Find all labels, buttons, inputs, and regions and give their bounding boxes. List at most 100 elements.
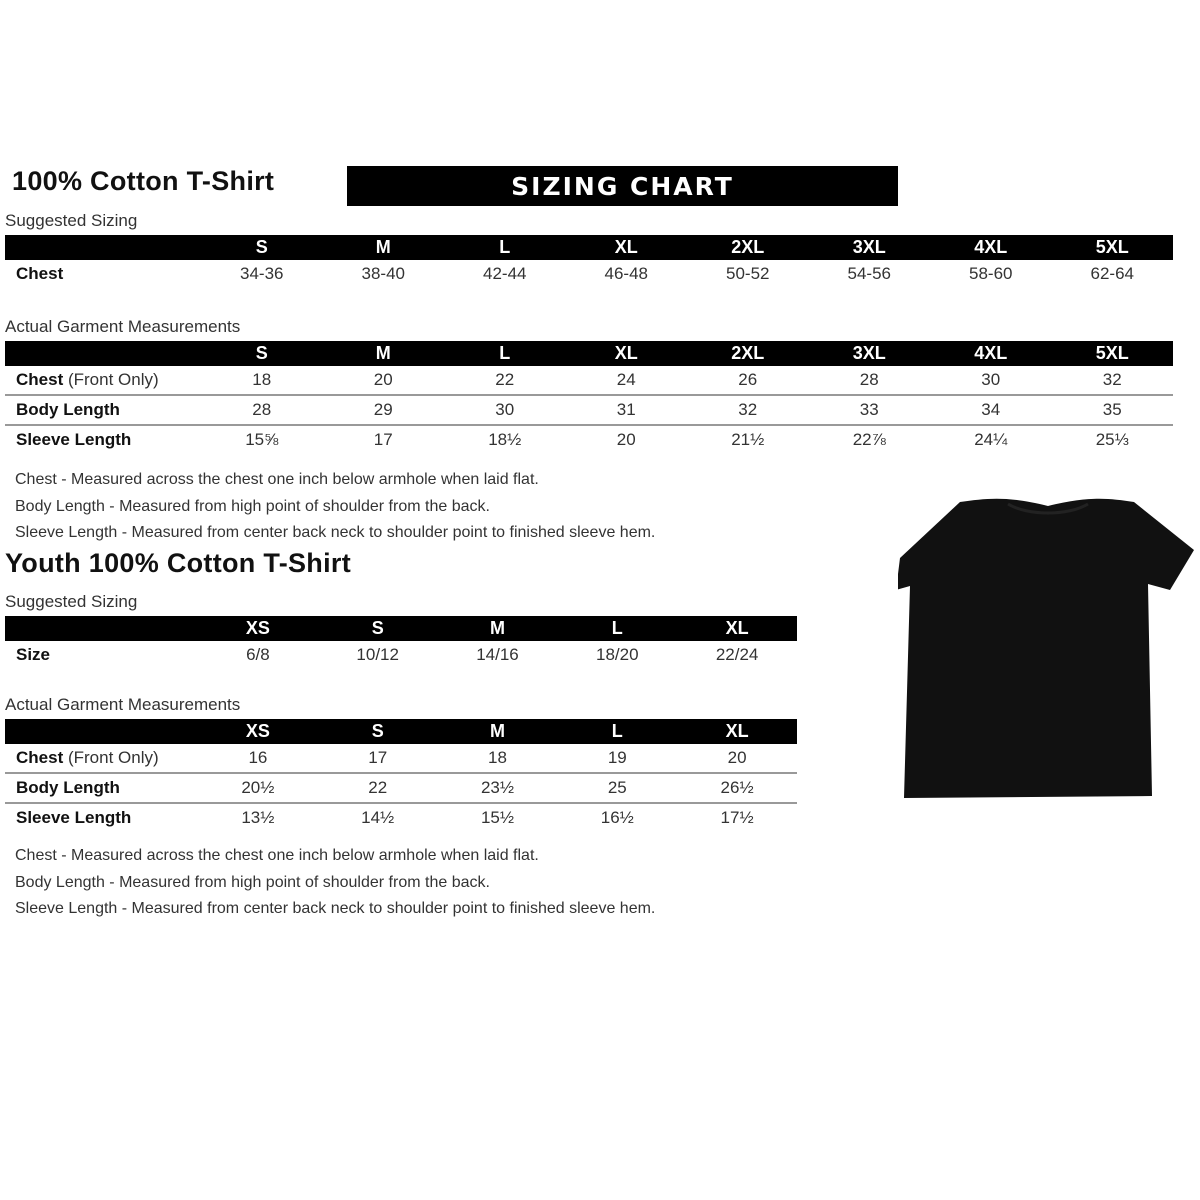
black-tshirt-icon bbox=[898, 498, 1194, 798]
size-header-s: S bbox=[201, 235, 323, 260]
header-blank bbox=[5, 719, 198, 744]
size-header-row: S M L XL 2XL 3XL 4XL 5XL bbox=[5, 341, 1173, 366]
youth-title: Youth 100% Cotton T-Shirt bbox=[5, 548, 351, 578]
size-header-s: S bbox=[317, 719, 438, 744]
cell-l: 42-44 bbox=[483, 264, 527, 283]
table-row: Size 6/8 10/12 14/16 18/20 22/24 bbox=[5, 641, 797, 669]
cell-s: 14½ bbox=[361, 808, 395, 827]
cell-s: 17 bbox=[317, 744, 438, 774]
cell-xl: 20 bbox=[616, 430, 636, 449]
cell-l: 16½ bbox=[600, 808, 634, 827]
adult-notes: Chest - Measured across the chest one in… bbox=[15, 467, 655, 547]
cell-l: 22 bbox=[444, 366, 566, 396]
size-header-xl: XL bbox=[565, 341, 687, 366]
cell-xs: 13½ bbox=[241, 808, 275, 827]
note-chest: Chest - Measured across the chest one in… bbox=[15, 847, 539, 864]
cell-m: 17 bbox=[373, 430, 393, 449]
cell-xl: 17½ bbox=[720, 808, 754, 827]
size-header-l: L bbox=[557, 719, 678, 744]
adult-suggested-table: S M L XL 2XL 3XL 4XL 5XL Chest 34-36 38-40 42-44 46-… bbox=[5, 235, 1173, 288]
cell-xl: 24 bbox=[565, 366, 687, 396]
size-header-m: M bbox=[437, 616, 558, 641]
cell-m: 29 bbox=[322, 395, 444, 426]
size-header-xl: XL bbox=[677, 616, 797, 641]
cell-xl: 22/24 bbox=[715, 645, 759, 664]
cell-2xl: 32 bbox=[687, 395, 809, 426]
cell-s: 28 bbox=[201, 395, 323, 426]
row-label: Sleeve Length bbox=[5, 803, 198, 832]
adult-suggested-label: Suggested Sizing bbox=[5, 211, 138, 230]
size-header-2xl: 2XL bbox=[687, 235, 809, 260]
cell-m: 38-40 bbox=[361, 264, 405, 283]
cell-s: 15⅝ bbox=[245, 430, 279, 449]
table-row: Chest (Front Only) 16 17 18 19 20 bbox=[5, 744, 797, 774]
size-header-l: L bbox=[557, 616, 678, 641]
cell-m: 18 bbox=[437, 744, 558, 774]
cell-3xl: 54-56 bbox=[847, 264, 891, 283]
cell-l: 18/20 bbox=[596, 645, 639, 664]
size-header-4xl: 4XL bbox=[930, 341, 1052, 366]
row-label: Chest (Front Only) bbox=[5, 744, 198, 774]
row-label: Sleeve Length bbox=[5, 425, 201, 454]
note-body-length: Body Length - Measured from high point o… bbox=[15, 497, 490, 515]
cell-4xl: 24¼ bbox=[974, 430, 1008, 449]
cell-xl: 20 bbox=[677, 744, 797, 774]
cell-s: 34-36 bbox=[240, 264, 284, 283]
size-header-xs: XS bbox=[198, 719, 318, 744]
cell-xl: 46-48 bbox=[604, 264, 648, 283]
cell-xs: 6/8 bbox=[246, 645, 270, 664]
cell-l: 18½ bbox=[488, 430, 522, 449]
table-row: Chest 34-36 38-40 42-44 46-48 50-52 54-56 58-60… bbox=[5, 260, 1173, 288]
table-row: Sleeve Length 15⅝ 17 18½ 20 21½ 22⅞ 24¼ 25⅓ bbox=[5, 425, 1173, 454]
adult-actual-label: Actual Garment Measurements bbox=[5, 317, 241, 336]
cell-xl: 26½ bbox=[677, 773, 797, 804]
note-chest: Chest - Measured across the chest one in… bbox=[15, 471, 539, 488]
cell-4xl: 58-60 bbox=[969, 264, 1013, 283]
size-header-s: S bbox=[201, 341, 323, 366]
size-header-xl: XL bbox=[677, 719, 797, 744]
row-label-text: Sleeve Length bbox=[16, 430, 132, 449]
cell-l: 25 bbox=[557, 773, 678, 804]
cell-s: 22 bbox=[317, 773, 438, 804]
header-blank bbox=[5, 235, 201, 260]
cell-m: 14/16 bbox=[476, 645, 519, 664]
youth-notes: Chest - Measured across the chest one in… bbox=[15, 843, 655, 923]
youth-actual-label: Actual Garment Measurements bbox=[5, 695, 241, 714]
cell-xl: 31 bbox=[565, 395, 687, 426]
row-label: Chest bbox=[5, 260, 201, 288]
row-label-text: Body Length bbox=[16, 400, 120, 419]
table-row: Chest (Front Only) 18 20 22 24 26 28 30 32 bbox=[5, 366, 1173, 396]
row-label-text: Chest bbox=[16, 370, 64, 389]
row-label: Chest (Front Only) bbox=[5, 366, 201, 396]
size-header-row: XS S M L XL bbox=[5, 719, 797, 744]
cell-m: 15½ bbox=[480, 808, 515, 827]
size-header-l: L bbox=[444, 235, 566, 260]
size-header-row: S M L XL 2XL 3XL 4XL 5XL bbox=[5, 235, 1173, 260]
row-label-text: Size bbox=[16, 645, 51, 664]
cell-2xl: 26 bbox=[687, 366, 809, 396]
youth-actual-table: XS S M L XL Chest (Front Only) 16 17 18 19 20 Body … bbox=[5, 719, 797, 832]
row-label-suffix: (Front Only) bbox=[63, 748, 159, 767]
cell-l: 30 bbox=[444, 395, 566, 426]
size-header-m: M bbox=[437, 719, 558, 744]
table-row: Sleeve Length 13½ 14½ 15½ 16½ 17½ bbox=[5, 803, 797, 832]
size-header-s: S bbox=[317, 616, 438, 641]
size-header-row: XS S M L XL bbox=[5, 616, 797, 641]
header-blank bbox=[5, 341, 201, 366]
row-label-text: Body Length bbox=[16, 778, 120, 797]
row-label: Body Length bbox=[5, 773, 198, 804]
cell-2xl: 21½ bbox=[731, 430, 765, 449]
size-header-5xl: 5XL bbox=[1051, 235, 1173, 260]
row-label-text: Chest bbox=[16, 748, 64, 767]
row-label-text: Sleeve Length bbox=[16, 808, 132, 827]
row-label: Size bbox=[5, 641, 198, 669]
cell-5xl: 35 bbox=[1051, 395, 1173, 426]
size-header-l: L bbox=[444, 341, 566, 366]
table-row: Body Length 28 29 30 31 32 33 34 35 bbox=[5, 395, 1173, 426]
row-label: Body Length bbox=[5, 395, 201, 426]
size-header-xs: XS bbox=[198, 616, 318, 641]
cell-s: 10/12 bbox=[356, 645, 399, 664]
size-header-3xl: 3XL bbox=[808, 235, 930, 260]
adult-title: 100% Cotton T-Shirt bbox=[12, 166, 275, 196]
